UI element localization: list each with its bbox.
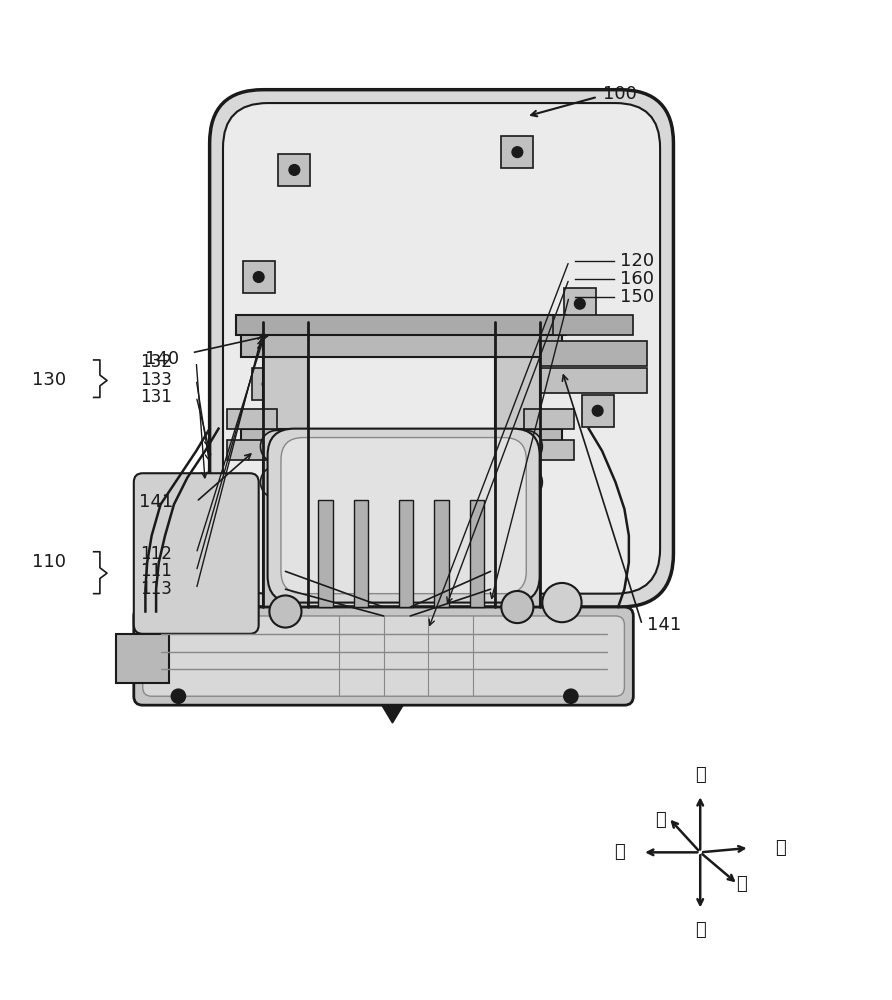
Bar — [252, 368, 284, 400]
Text: 前: 前 — [656, 811, 666, 829]
FancyBboxPatch shape — [268, 429, 540, 603]
Bar — [524, 440, 574, 460]
Text: 141: 141 — [139, 493, 173, 511]
Text: 131: 131 — [140, 388, 172, 406]
Text: 133: 133 — [140, 371, 172, 389]
Bar — [501, 136, 533, 168]
Circle shape — [574, 298, 585, 309]
Text: 100: 100 — [603, 85, 637, 103]
Circle shape — [592, 405, 603, 416]
Circle shape — [564, 689, 578, 703]
Text: 右: 右 — [775, 839, 786, 857]
Circle shape — [260, 466, 293, 498]
Bar — [236, 315, 566, 335]
FancyBboxPatch shape — [143, 616, 624, 696]
Text: 141: 141 — [648, 616, 681, 634]
FancyBboxPatch shape — [134, 473, 259, 634]
Bar — [540, 368, 647, 393]
Bar — [495, 322, 540, 607]
Bar — [116, 634, 169, 683]
Circle shape — [542, 583, 582, 622]
Bar — [470, 500, 484, 607]
FancyBboxPatch shape — [223, 103, 660, 594]
Circle shape — [510, 430, 542, 463]
Circle shape — [253, 272, 264, 282]
Bar — [524, 409, 574, 429]
Circle shape — [269, 595, 301, 628]
Circle shape — [289, 165, 300, 175]
Circle shape — [501, 591, 533, 623]
Bar — [399, 500, 413, 607]
Text: 140: 140 — [145, 350, 179, 368]
Bar — [243, 261, 275, 293]
Bar — [318, 500, 333, 607]
Bar — [227, 440, 277, 460]
Text: 160: 160 — [620, 270, 654, 288]
Bar — [278, 154, 310, 186]
Bar — [582, 395, 614, 427]
Circle shape — [512, 147, 523, 157]
Bar — [241, 429, 562, 451]
Text: 120: 120 — [620, 252, 654, 270]
Bar — [540, 341, 647, 366]
FancyBboxPatch shape — [210, 90, 673, 607]
Polygon shape — [382, 705, 403, 723]
Bar — [354, 500, 368, 607]
Text: 132: 132 — [140, 353, 172, 371]
Circle shape — [510, 466, 542, 498]
Bar — [227, 409, 277, 429]
Text: 111: 111 — [140, 562, 172, 580]
Text: 110: 110 — [32, 553, 66, 571]
Text: 113: 113 — [140, 580, 172, 598]
Bar — [564, 288, 596, 320]
Text: 130: 130 — [32, 371, 66, 389]
Text: 150: 150 — [620, 288, 654, 306]
Circle shape — [262, 379, 273, 389]
Text: 下: 下 — [695, 921, 706, 939]
Bar — [553, 315, 633, 335]
Text: 左: 左 — [615, 843, 625, 861]
FancyBboxPatch shape — [281, 438, 526, 594]
Text: 112: 112 — [140, 545, 172, 563]
Bar — [263, 322, 308, 607]
Circle shape — [171, 689, 186, 703]
Text: 上: 上 — [695, 766, 706, 784]
Text: 后: 后 — [737, 875, 747, 893]
Circle shape — [260, 430, 293, 463]
Bar — [434, 500, 449, 607]
Bar — [241, 332, 562, 357]
Circle shape — [187, 598, 214, 625]
FancyBboxPatch shape — [134, 607, 633, 705]
